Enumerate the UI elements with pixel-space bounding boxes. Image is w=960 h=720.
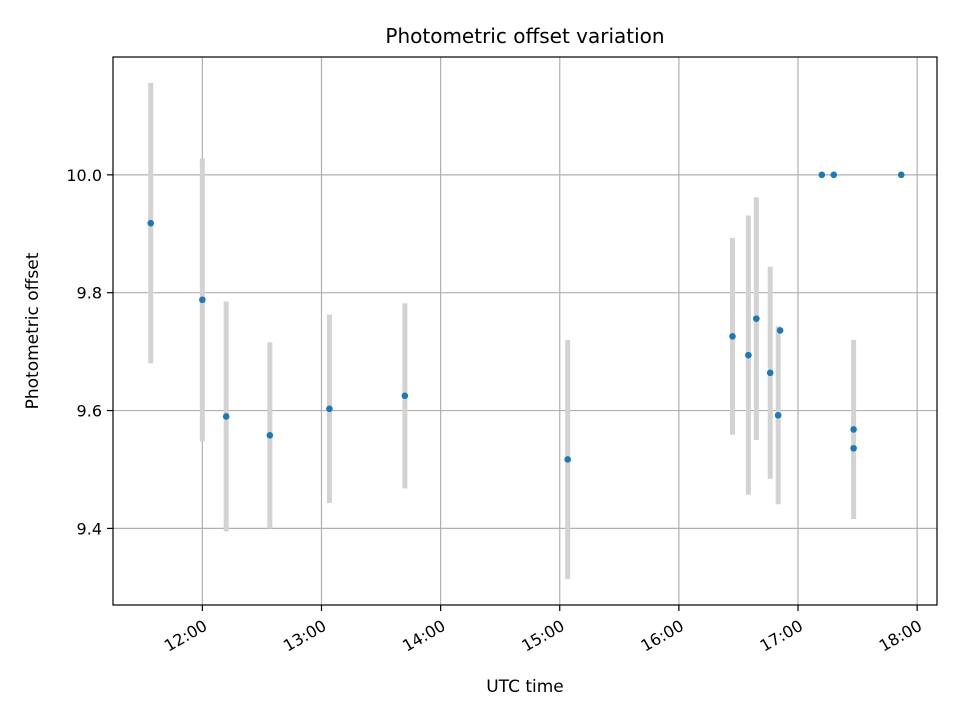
y-tick-label: 9.8: [77, 284, 102, 303]
y-tick-label: 9.4: [77, 519, 102, 538]
data-point: [774, 411, 782, 419]
y-axis-ticks: 9.4 9.6 9.8 10.0: [66, 166, 113, 538]
data-point: [147, 219, 155, 227]
data-point: [818, 171, 826, 179]
data-point: [776, 327, 784, 334]
data-point: [753, 315, 760, 322]
data-point: [850, 444, 857, 452]
y-axis-label: Photometric offset: [23, 252, 43, 409]
data-point: [222, 413, 230, 420]
data-point: [897, 171, 905, 179]
data-point: [266, 431, 274, 439]
data-point: [564, 456, 571, 463]
data-point: [766, 369, 774, 377]
data-point: [401, 392, 409, 400]
data-point: [199, 296, 206, 304]
plot-frame: [112, 56, 938, 606]
grid-lines: [113, 57, 937, 605]
y-tick-label: 10.0: [66, 166, 102, 185]
x-axis-label: UTC time: [486, 677, 564, 697]
data-markers: [147, 171, 905, 463]
data-point: [326, 405, 333, 413]
y-tick-label: 9.6: [77, 402, 102, 421]
chart-title: Photometric offset variation: [385, 24, 664, 48]
data-point: [850, 426, 857, 433]
data-point: [745, 351, 752, 359]
data-point: [729, 333, 736, 340]
data-point: [830, 171, 838, 179]
